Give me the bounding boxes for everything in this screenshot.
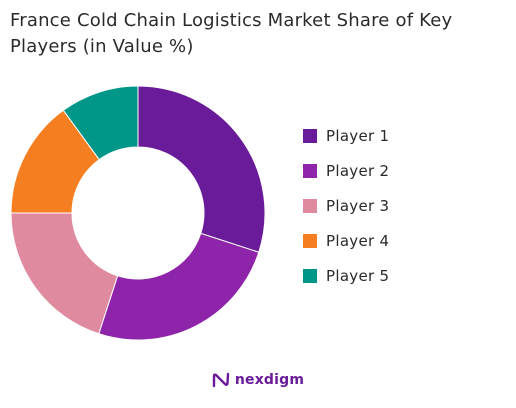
legend-swatch: [303, 128, 317, 143]
legend-item-4: Player 4: [303, 223, 389, 258]
legend-label: Player 5: [326, 266, 390, 285]
donut-slice-3: [10, 212, 119, 335]
legend-item-1: Player 1: [303, 118, 389, 153]
brand-name: nexdigm: [234, 372, 305, 388]
legend-swatch: [303, 233, 317, 248]
brand-footer: nexdigm: [0, 372, 516, 388]
donut-slice-1: [137, 85, 266, 253]
legend-item-2: Player 2: [303, 153, 389, 188]
nexdigm-logo-icon: [212, 372, 230, 388]
chart-legend: Player 1 Player 2 Player 3 Player 4 Player 5: [303, 118, 389, 293]
chart-title: France Cold Chain Logistics Market Share…: [10, 10, 453, 57]
legend-label: Player 3: [326, 196, 390, 215]
legend-item-5: Player 5: [303, 258, 389, 293]
legend-swatch: [303, 268, 317, 283]
legend-swatch: [303, 198, 317, 213]
legend-item-3: Player 3: [303, 188, 389, 223]
donut-slice-5: [62, 85, 139, 161]
legend-swatch: [303, 163, 317, 178]
legend-label: Player 1: [326, 126, 390, 145]
legend-label: Player 4: [326, 231, 390, 250]
donut-slice-2: [98, 232, 260, 341]
legend-label: Player 2: [326, 161, 390, 180]
